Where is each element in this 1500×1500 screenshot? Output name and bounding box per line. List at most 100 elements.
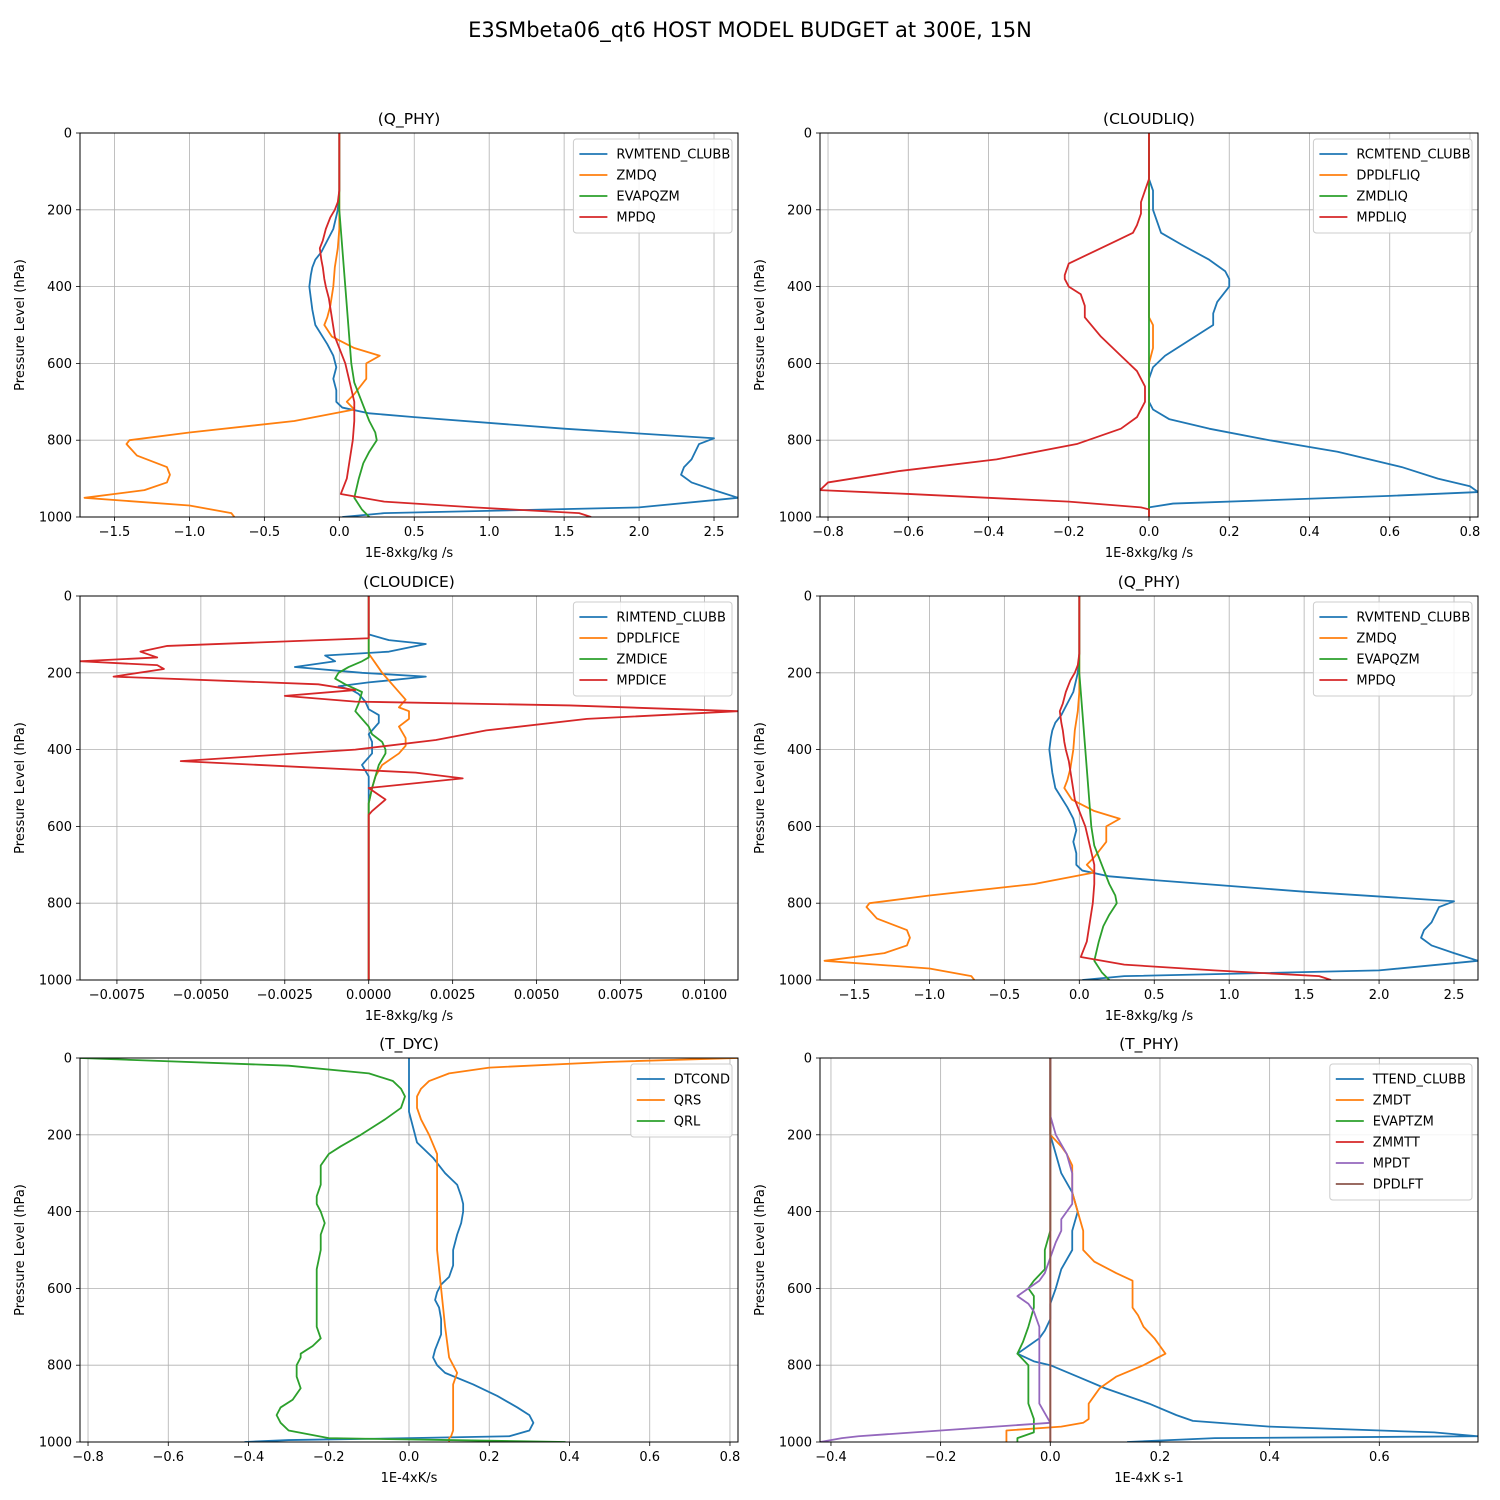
legend: RCMTEND_CLUBB DPDLFLIQ ZMDLIQ MPDLIQ bbox=[1312, 138, 1473, 234]
y-tick-label: 0 bbox=[804, 1052, 812, 1067]
x-axis-label: 1E-4xK s-1 bbox=[1114, 1471, 1184, 1486]
legend: DTCOND QRS QRL bbox=[630, 1063, 733, 1138]
x-tick-label: 0.4 bbox=[559, 1450, 580, 1465]
x-tick-label: −0.8 bbox=[72, 1450, 104, 1465]
x-tick-label: −0.0025 bbox=[257, 988, 313, 1003]
series-line-mpdq bbox=[1058, 596, 1332, 980]
y-tick-label: 0 bbox=[804, 590, 812, 605]
y-tick-label: 1000 bbox=[779, 974, 812, 989]
x-tick-label: −0.2 bbox=[925, 1450, 957, 1465]
panel-t-phy: (T_PHY) −0.4 −0.2 0.0 0.2 0.4 0.6 0 200 400 600 80… bbox=[753, 1035, 1479, 1486]
ticks: −0.4 −0.2 0.0 0.2 0.4 0.6 0 200 400 600 800 1000 bbox=[779, 1052, 1390, 1466]
y-tick-label: 200 bbox=[47, 203, 72, 218]
legend-label-mpdq: MPDQ bbox=[616, 211, 655, 226]
x-tick-label: 0.0025 bbox=[430, 988, 476, 1003]
y-tick-label: 1000 bbox=[39, 511, 72, 526]
panel-q-phy-mid-right: (Q_PHY) −1.5 −1.0 −0.5 0.0 0.5 1.0 1.5 2.0 2.5 0 2… bbox=[753, 573, 1479, 1024]
panel-title: (CLOUDICE) bbox=[363, 573, 455, 591]
y-tick-label: 1000 bbox=[779, 511, 812, 526]
legend-label-mpdq: MPDQ bbox=[1356, 674, 1395, 689]
x-tick-label: 1.0 bbox=[1219, 988, 1240, 1003]
y-tick-label: 200 bbox=[787, 666, 812, 681]
x-tick-label: 0.5 bbox=[404, 525, 425, 540]
y-tick-label: 400 bbox=[47, 1205, 72, 1220]
series-line-rvmtend-clubb bbox=[308, 133, 738, 517]
y-tick-label: 800 bbox=[787, 434, 812, 449]
y-axis-label: Pressure Level (hPa) bbox=[753, 1184, 768, 1316]
x-tick-label: 0.0 bbox=[399, 1450, 420, 1465]
legend-label-zmdliq: ZMDLIQ bbox=[1356, 190, 1407, 205]
series-line-mpdice bbox=[80, 596, 738, 980]
y-tick-label: 600 bbox=[787, 1282, 812, 1297]
x-tick-label: 0.5 bbox=[1144, 988, 1165, 1003]
y-tick-label: 1000 bbox=[39, 974, 72, 989]
legend-label-rcmtend-clubb: RCMTEND_CLUBB bbox=[1356, 148, 1470, 163]
ticks: −1.5 −1.0 −0.5 0.0 0.5 1.0 1.5 2.0 2.5 0 200 400 600… bbox=[779, 590, 1464, 1004]
axes-frame bbox=[79, 595, 739, 981]
x-tick-label: 0.8 bbox=[1460, 525, 1481, 540]
axes-frame bbox=[79, 132, 739, 518]
ticks: −0.0075 −0.0050 −0.0025 0.0000 0.0025 0.0050 0… bbox=[39, 590, 727, 1004]
y-tick-label: 200 bbox=[47, 666, 72, 681]
x-tick-label: 0.4 bbox=[1259, 1450, 1280, 1465]
x-tick-label: 0.6 bbox=[1369, 1450, 1390, 1465]
x-tick-label: 0.2 bbox=[479, 1450, 500, 1465]
x-tick-label: 0.0100 bbox=[682, 988, 728, 1003]
y-tick-label: 200 bbox=[47, 1128, 72, 1143]
legend-label-zmmtt: ZMMTT bbox=[1373, 1136, 1420, 1151]
x-tick-label: 0.4 bbox=[1299, 525, 1320, 540]
legend-label-dpdlfice: DPDLFICE bbox=[616, 632, 680, 647]
y-tick-label: 600 bbox=[787, 357, 812, 372]
series-line-evapqzm bbox=[338, 133, 378, 517]
x-axis-label: 1E-8xkg/kg /s bbox=[1105, 546, 1194, 561]
y-tick-label: 600 bbox=[787, 820, 812, 835]
x-tick-label: −1.0 bbox=[174, 525, 206, 540]
plot-area bbox=[83, 133, 738, 517]
x-tick-label: −0.5 bbox=[989, 988, 1021, 1003]
panel-title: (Q_PHY) bbox=[1118, 573, 1181, 592]
panel-title: (CLOUDLIQ) bbox=[1103, 110, 1195, 128]
legend-label-rimtend-clubb: RIMTEND_CLUBB bbox=[616, 611, 726, 626]
x-tick-label: −0.2 bbox=[1053, 525, 1085, 540]
legend-box bbox=[572, 601, 733, 697]
legend-label-dpdlft: DPDLFT bbox=[1373, 1178, 1423, 1193]
x-tick-label: −0.5 bbox=[249, 525, 281, 540]
legend-label-evaptzm: EVAPTZM bbox=[1373, 1115, 1434, 1130]
series-line-rimtend-clubb bbox=[293, 596, 427, 980]
legend: RVMTEND_CLUBB ZMDQ EVAPQZM MPDQ bbox=[1312, 601, 1473, 697]
y-tick-label: 600 bbox=[47, 1282, 72, 1297]
y-tick-label: 800 bbox=[47, 434, 72, 449]
x-tick-label: 0.2 bbox=[1219, 525, 1240, 540]
legend-box bbox=[572, 138, 733, 234]
x-tick-label: 0.0 bbox=[1069, 988, 1090, 1003]
y-axis-label: Pressure Level (hPa) bbox=[753, 722, 768, 854]
plot-area bbox=[820, 1058, 1478, 1442]
x-tick-label: 0.0050 bbox=[514, 988, 560, 1003]
x-tick-label: −0.4 bbox=[233, 1450, 265, 1465]
x-tick-label: −0.0075 bbox=[89, 988, 145, 1003]
panel-cloudice: (CLOUDICE) −0.0075 −0.0050 −0.0025 0.0000 0.… bbox=[13, 573, 739, 1024]
y-tick-label: 0 bbox=[64, 127, 72, 142]
legend-box bbox=[630, 1063, 733, 1138]
series-line-qrs bbox=[416, 1058, 738, 1442]
panel-title: (T_DYC) bbox=[379, 1035, 439, 1054]
legend-label-evapqzm: EVAPQZM bbox=[1356, 653, 1419, 668]
series-line-qrl bbox=[80, 1058, 566, 1442]
y-tick-label: 400 bbox=[47, 743, 72, 758]
y-tick-label: 0 bbox=[64, 590, 72, 605]
y-tick-label: 0 bbox=[804, 127, 812, 142]
y-tick-label: 400 bbox=[47, 280, 72, 295]
panel-t-dyc: (T_DYC) −0.8 −0.6 −0.4 −0.2 0.0 0.2 0.4 0.6 0.8 0… bbox=[13, 1035, 740, 1486]
legend: RIMTEND_CLUBB DPDLFICE ZMDICE MPDICE bbox=[572, 601, 733, 697]
legend-box bbox=[1312, 138, 1473, 234]
x-tick-label: −0.6 bbox=[152, 1450, 184, 1465]
y-tick-label: 600 bbox=[47, 820, 72, 835]
x-tick-label: −0.8 bbox=[812, 525, 844, 540]
y-tick-label: 200 bbox=[787, 203, 812, 218]
series-line-zmdq bbox=[83, 133, 381, 517]
x-tick-label: −1.5 bbox=[839, 988, 871, 1003]
series-line-evaptzm bbox=[1016, 1058, 1052, 1442]
legend-label-zmdice: ZMDICE bbox=[616, 653, 667, 668]
panel-title: (T_PHY) bbox=[1119, 1035, 1179, 1054]
series-line-rcmtend-clubb bbox=[1148, 133, 1478, 517]
